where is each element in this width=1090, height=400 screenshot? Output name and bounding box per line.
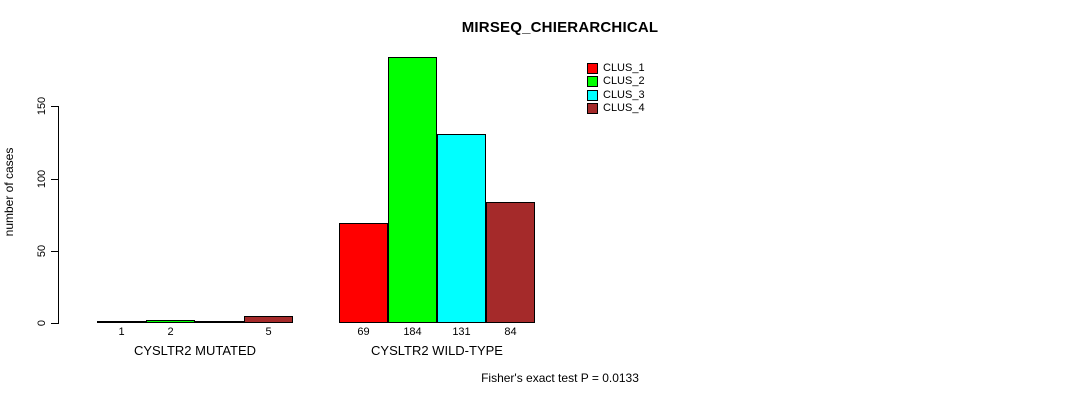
y-axis-line: [58, 106, 59, 324]
legend-item-clus-3: CLUS_3: [587, 89, 645, 102]
chart-title: MIRSEQ_CHIERARCHICAL: [461, 19, 659, 36]
legend-label: CLUS_4: [603, 102, 645, 115]
y-tick-label-text: 150: [36, 96, 48, 116]
category-label-cysltr2-wild-type: CYSLTR2 WILD-TYPE: [371, 343, 503, 358]
y-axis-title-text: number of cases: [2, 147, 16, 237]
bar-clus-2-cysltr2-wild-type: [388, 57, 437, 323]
bar-value-label: 131: [452, 326, 471, 338]
y-tick-label-text: 100: [36, 169, 48, 189]
y-tick: [51, 323, 59, 324]
bar-value-label: 5: [265, 326, 272, 338]
legend-label: CLUS_2: [603, 75, 645, 88]
y-tick: [51, 179, 59, 180]
bar-clus-3-cysltr2-mutated: [195, 321, 244, 323]
bar-clus-4-cysltr2-mutated: [244, 316, 293, 323]
bar-value-label: 84: [504, 326, 517, 338]
legend-item-clus-2: CLUS_2: [587, 75, 645, 88]
legend: CLUS_1 CLUS_2 CLUS_3 CLUS_4: [587, 62, 645, 115]
bar-clus-4-cysltr2-wild-type: [486, 202, 535, 323]
bar-value-label: 2: [167, 326, 174, 338]
category-label-cysltr2-mutated: CYSLTR2 MUTATED: [133, 343, 257, 358]
legend-swatch-clus-3: [587, 89, 598, 101]
legend-item-clus-1: CLUS_1: [587, 62, 645, 75]
y-tick: [51, 251, 59, 252]
bar-clus-3-cysltr2-wild-type: [437, 134, 486, 323]
legend-item-clus-4: CLUS_4: [587, 102, 645, 115]
legend-swatch-clus-2: [587, 76, 598, 88]
y-tick-label-text: 0: [36, 319, 48, 327]
bar-value-label: 1: [118, 326, 125, 338]
legend-swatch-clus-1: [587, 63, 598, 75]
bar-clus-1-cysltr2-wild-type: [339, 223, 388, 323]
fisher-test-annotation: Fisher's exact test P = 0.0133: [481, 371, 639, 385]
y-tick-label-text: 50: [36, 244, 48, 258]
bar-clus-1-cysltr2-mutated: [97, 321, 146, 323]
legend-label: CLUS_3: [603, 88, 645, 101]
bar-value-label: 69: [357, 326, 370, 338]
bar-value-label: 184: [403, 326, 422, 338]
bar-clus-2-cysltr2-mutated: [146, 320, 195, 323]
legend-label: CLUS_1: [603, 62, 645, 75]
y-tick: [51, 106, 59, 107]
legend-swatch-clus-4: [587, 103, 598, 115]
